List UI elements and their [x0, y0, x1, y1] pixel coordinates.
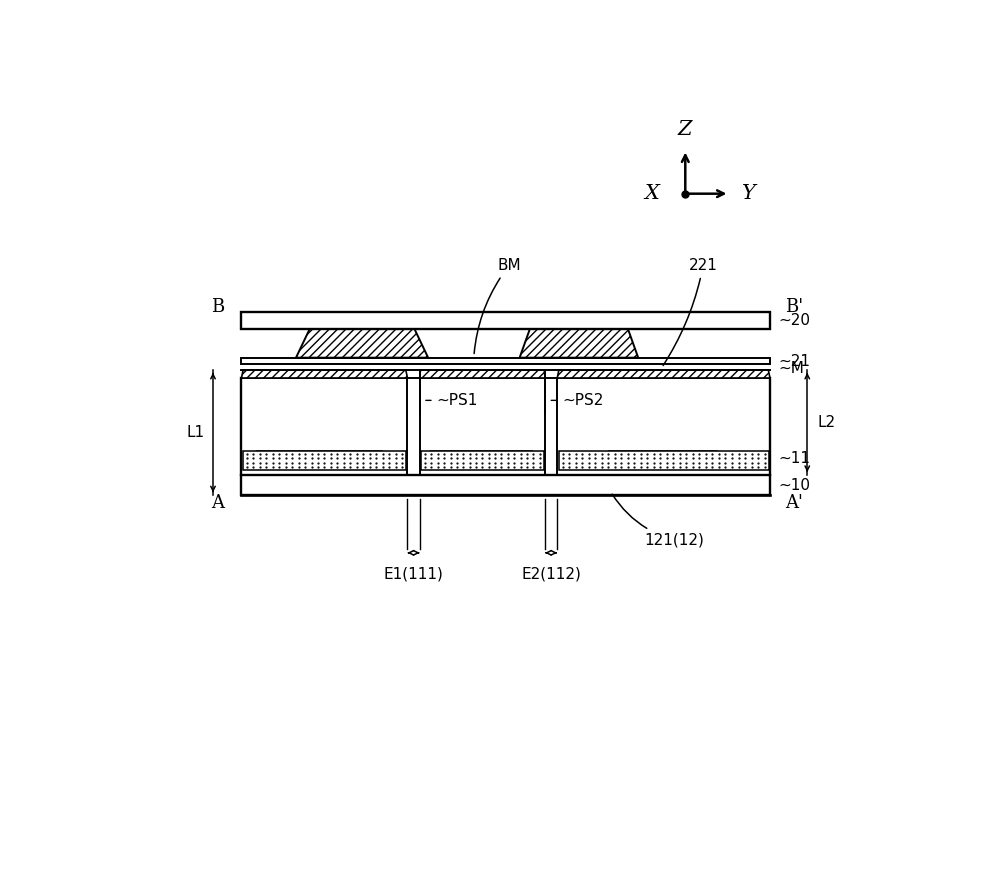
Polygon shape: [296, 329, 428, 357]
Text: ∼M: ∼M: [778, 361, 804, 376]
Text: 121(12): 121(12): [612, 495, 705, 547]
Text: BM: BM: [474, 258, 521, 354]
Text: E2(112): E2(112): [521, 567, 581, 582]
Text: B: B: [211, 297, 225, 316]
Bar: [241, 475, 770, 495]
Bar: [241, 312, 770, 329]
Text: ∼PS1: ∼PS1: [426, 392, 478, 407]
Polygon shape: [520, 329, 638, 357]
Polygon shape: [420, 370, 545, 378]
Bar: [243, 451, 406, 470]
Text: ∼20: ∼20: [778, 313, 810, 328]
Polygon shape: [241, 370, 407, 378]
Bar: [241, 357, 770, 364]
Text: ∼10: ∼10: [778, 478, 810, 493]
Text: B': B': [785, 297, 803, 316]
Polygon shape: [600, 451, 726, 466]
Text: L1: L1: [187, 425, 205, 440]
Text: Y: Y: [742, 184, 755, 203]
Bar: [421, 451, 544, 470]
Bar: [559, 451, 769, 470]
Text: E1(111): E1(111): [384, 567, 444, 582]
Text: ∼PS2: ∼PS2: [551, 392, 603, 407]
Text: ∼21: ∼21: [778, 354, 810, 369]
Text: X: X: [645, 184, 660, 203]
Text: A': A': [785, 495, 803, 512]
Text: ∼11: ∼11: [778, 451, 810, 466]
Polygon shape: [247, 451, 392, 466]
Polygon shape: [557, 370, 770, 378]
Text: Z: Z: [678, 121, 693, 139]
Polygon shape: [422, 451, 541, 466]
Text: 221: 221: [663, 258, 718, 365]
Text: L2: L2: [817, 414, 836, 429]
Text: A: A: [212, 495, 225, 512]
